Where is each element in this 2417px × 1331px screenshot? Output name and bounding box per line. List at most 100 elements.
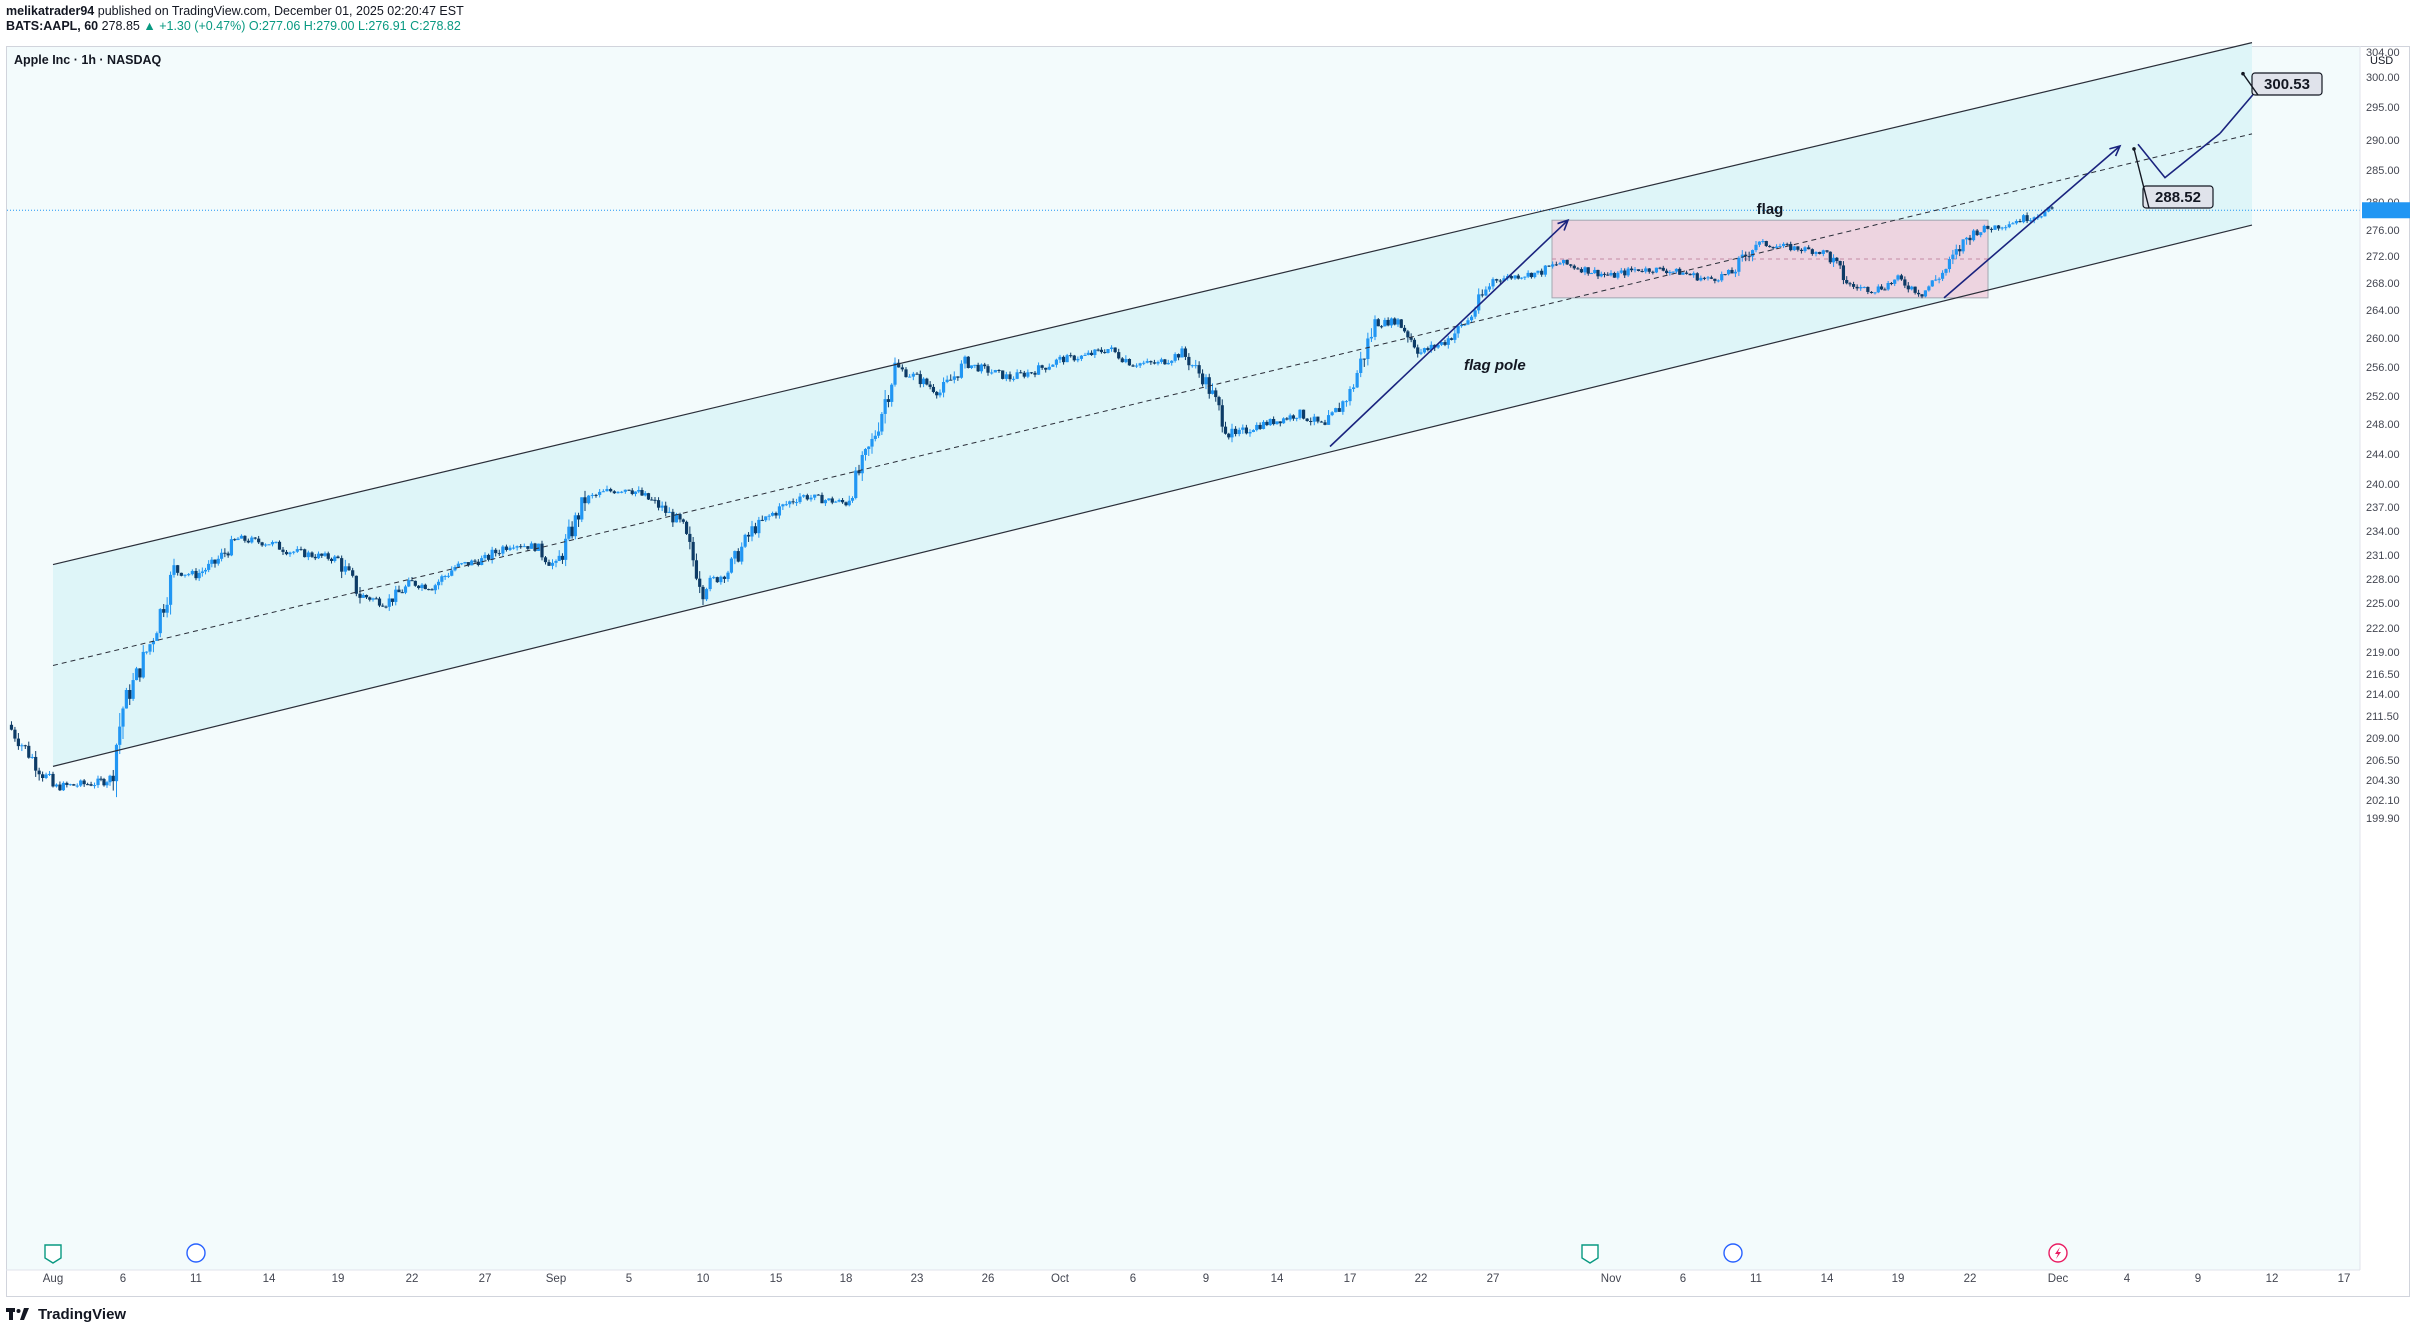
current-price-tag (2362, 202, 2410, 219)
candle-435-body (1502, 278, 1506, 282)
candle-519-body (1792, 246, 1796, 251)
publish-line: melikatrader94 published on TradingView.… (6, 4, 464, 19)
candle-26-body (99, 778, 103, 780)
x-tick-label: 9 (1203, 1273, 1209, 1285)
candle-105-body (368, 597, 372, 600)
candle-421-body (1453, 333, 1457, 340)
candle-110-body (384, 606, 388, 608)
candle-439-body (1516, 275, 1520, 279)
x-tick-label: 27 (1487, 1273, 1500, 1285)
channel-median-line (52, 133, 2253, 666)
candle-327-body (1131, 365, 1135, 367)
candle-154-body (533, 543, 537, 551)
candle-456-body (1576, 268, 1580, 270)
candle-507-body (1750, 250, 1755, 257)
candle-190-body (656, 500, 661, 508)
candle-427-body (1473, 310, 1477, 317)
candle-16-body (65, 782, 69, 785)
candle-39-body (141, 651, 145, 678)
x-tick-label: 4 (2124, 1273, 2131, 1285)
candle-148-body (511, 547, 516, 549)
candle-27-body (102, 779, 106, 786)
candle-375-body (1295, 417, 1299, 419)
candle-88-body (310, 552, 314, 557)
candle-462-body (1596, 269, 1600, 277)
candle-149-body (515, 546, 519, 548)
y-tick-label: 290.00 (2366, 135, 2400, 147)
candle-268-body (925, 378, 929, 385)
candle-159-body (550, 562, 555, 566)
y-tick-label: 199.90 (2366, 813, 2400, 825)
candle-289-body (997, 369, 1001, 371)
dividend-marker-icon (186, 1243, 206, 1263)
candle-24-body (92, 785, 97, 787)
candle-152-body (526, 546, 530, 549)
candle-437-body (1509, 275, 1513, 279)
candle-167-body (576, 515, 581, 520)
candle-62-body (219, 552, 224, 559)
candle-200-body (691, 541, 695, 561)
candle-319-body (1103, 352, 1107, 354)
candle-433-body (1495, 279, 1499, 281)
candle-324-body (1120, 358, 1124, 363)
candle-291-body (1004, 374, 1008, 379)
candle-259-body (893, 362, 897, 385)
x-tick-label: 17 (1344, 1273, 1357, 1285)
drawings-layer: flag flag pole 288.52 300.53 Apple Inc · 1h … (14, 42, 2403, 1285)
candle-461-body (1593, 269, 1597, 274)
candle-541-body (1869, 291, 1874, 293)
candle-573-body (1979, 232, 1983, 236)
candle-500-body (1726, 269, 1731, 275)
candle-303-body (1047, 366, 1051, 370)
chart-frame[interactable] (6, 46, 2410, 1297)
candle-379-body (1309, 421, 1313, 423)
candle-143-body (494, 549, 498, 554)
x-tick-label: 23 (911, 1273, 924, 1285)
x-tick-label: 18 (840, 1273, 853, 1285)
candle-388-body (1341, 401, 1345, 412)
y-tick-label: 304.00 (2366, 47, 2400, 59)
candle-430-body (1484, 289, 1488, 296)
candle-120-body (417, 585, 421, 589)
candle-226-body (781, 504, 785, 507)
candle-562-body (1940, 272, 1945, 279)
candle-77-body (270, 542, 275, 545)
candle-82-body (288, 552, 292, 555)
x-tick-label: 15 (770, 1273, 783, 1285)
candle-51-body (183, 574, 187, 576)
candle-501-body (1730, 269, 1734, 274)
publisher-name[interactable]: melikatrader94 (6, 4, 95, 18)
candle-183-body (633, 491, 638, 494)
candle-301-body (1040, 365, 1044, 368)
candle-359-body (1241, 427, 1245, 430)
candle-236-body (816, 494, 820, 496)
candle-106-body (371, 598, 375, 600)
candle-257-body (886, 399, 891, 402)
candle-76-body (267, 544, 271, 546)
candle-458-body (1583, 267, 1587, 273)
candle-334-body (1156, 361, 1160, 364)
earnings-marker-icon (1581, 1244, 1599, 1264)
candle-422-body (1456, 326, 1460, 334)
candle-115-body (400, 592, 404, 594)
target-1-pointer (2133, 148, 2150, 209)
candle-587-body (2029, 220, 2033, 222)
candle-554-body (1913, 286, 1917, 293)
candle-163-body (564, 538, 568, 560)
candle-270-body (931, 386, 936, 392)
candle-212-body (733, 551, 737, 559)
candle-311-body (1076, 358, 1080, 361)
candle-266-body (918, 374, 922, 385)
candle-208-body (719, 576, 723, 583)
y-tick-label: 228.00 (2366, 574, 2400, 586)
candle-40-body (145, 651, 149, 653)
y-tick-label: 225.00 (2366, 598, 2400, 610)
candle-133-body (460, 563, 464, 565)
candle-73-body (257, 538, 261, 543)
x-tick-label: 12 (2266, 1273, 2279, 1285)
candle-128-body (443, 576, 447, 578)
candle-123-body (427, 589, 431, 591)
candle-1-body (13, 729, 17, 739)
candle-350-body (1210, 390, 1215, 394)
